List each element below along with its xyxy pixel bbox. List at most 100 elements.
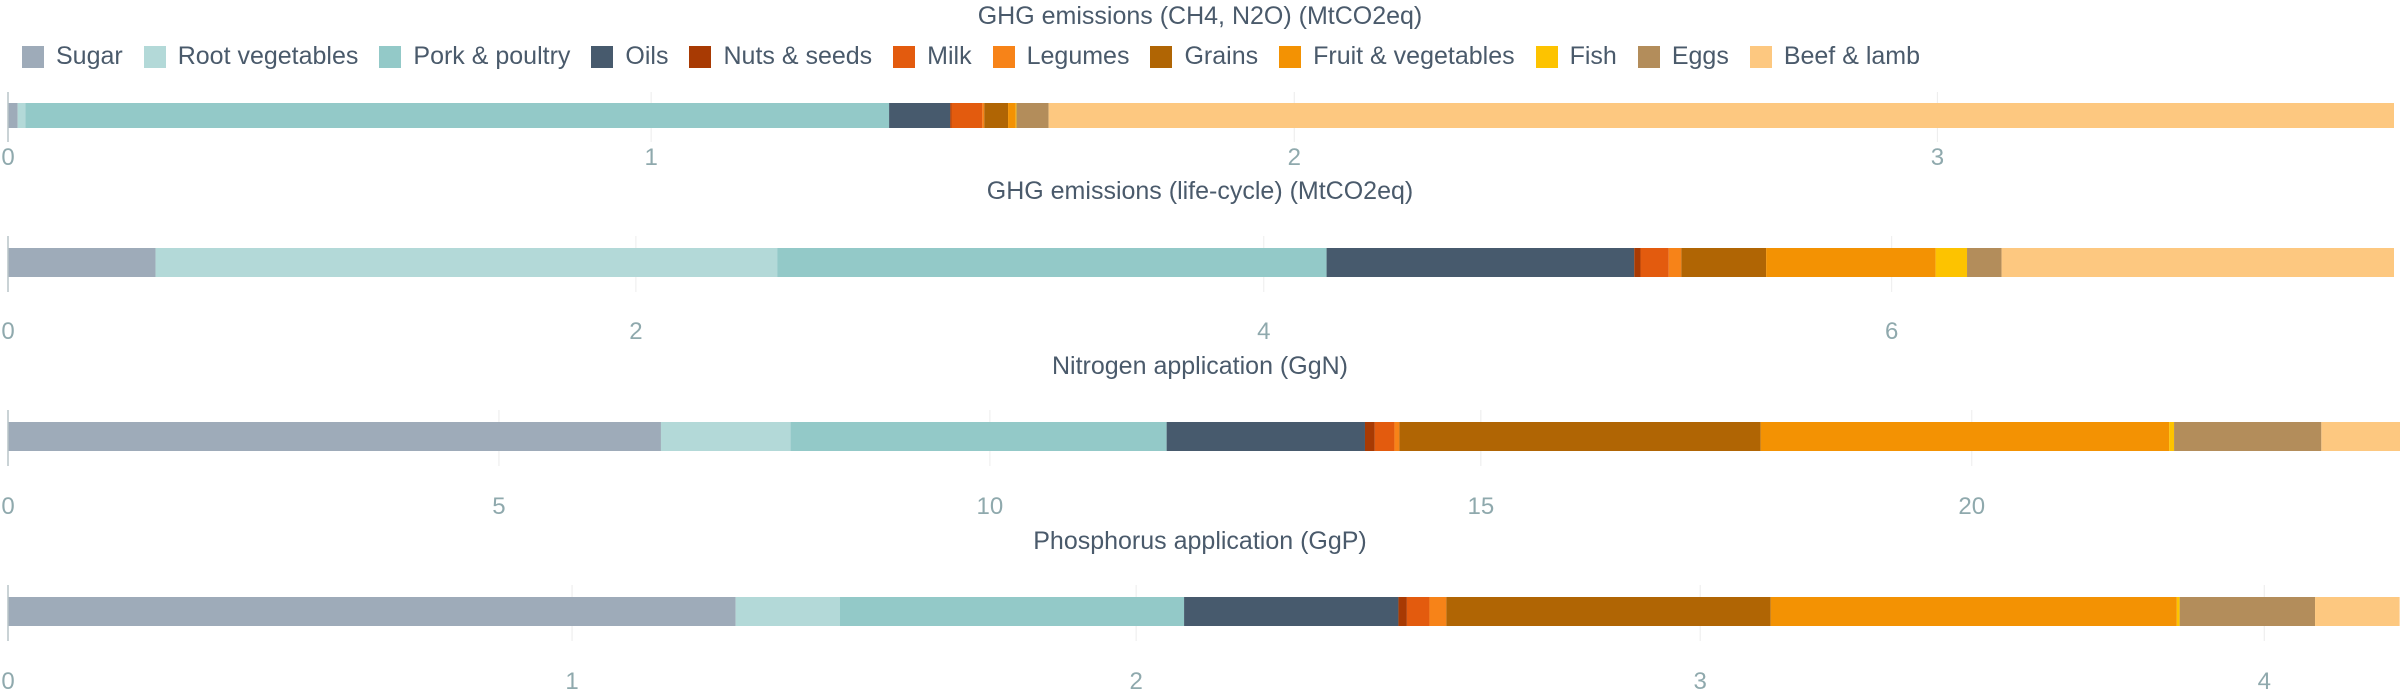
legend-label: Fish	[1569, 42, 1617, 70]
bar-segment-grains[interactable]	[984, 103, 1009, 128]
bar-segment-legumes[interactable]	[1429, 597, 1447, 626]
bar-segment-sugar[interactable]	[8, 422, 661, 451]
bar-segment-pork-and-poultry[interactable]	[777, 248, 1327, 277]
bar-segment-grains[interactable]	[1681, 248, 1767, 277]
tick-label: 10	[977, 493, 1004, 520]
bar-segment-milk[interactable]	[1374, 422, 1395, 451]
bar-segment-oils[interactable]	[1184, 597, 1399, 626]
legend-item-milk[interactable]: Milk	[893, 42, 972, 71]
legend-swatch-legumes	[992, 45, 1015, 68]
panel-title: GHG emissions (life-cycle) (MtCO2eq)	[987, 177, 1413, 205]
bar-segment-nuts-and-seeds[interactable]	[1634, 248, 1641, 277]
legend-item-root-vegetables[interactable]: Root vegetables	[143, 42, 359, 71]
bar-segment-fruit-and-vegetables[interactable]	[1766, 248, 1936, 277]
tick-label: 3	[1931, 144, 1944, 171]
bar-segment-grains[interactable]	[1446, 597, 1771, 626]
bar-segment-milk[interactable]	[1640, 248, 1669, 277]
bar-segment-grains[interactable]	[1399, 422, 1761, 451]
bar-segment-sugar[interactable]	[8, 248, 156, 277]
tick-label: 2	[629, 318, 642, 345]
legend-item-grains[interactable]: Grains	[1150, 42, 1258, 71]
tick-label: 0	[1, 144, 14, 171]
bar-segment-oils[interactable]	[1166, 422, 1365, 451]
bar-segment-eggs[interactable]	[1016, 103, 1049, 128]
chart-panel-1: GHG emissions (CH4, N2O) (MtCO2eq) 0 1 2 3	[1, 2, 2394, 171]
bar-segment-sugar[interactable]	[8, 103, 18, 128]
bar-segment-sugar[interactable]	[8, 597, 736, 626]
legend-label: Milk	[927, 42, 972, 70]
bar-segment-eggs[interactable]	[2179, 597, 2316, 626]
legend-item-fruit-and-vegetables[interactable]: Fruit & vegetables	[1279, 42, 1515, 71]
bar-segment-fish[interactable]	[1015, 103, 1017, 128]
legend-swatch-grains	[1150, 45, 1173, 68]
legend-label: Root vegetables	[177, 42, 359, 70]
bar-segment-root-vegetables[interactable]	[155, 248, 778, 277]
legend-label: Oils	[625, 42, 669, 70]
tick-label: 5	[492, 493, 505, 520]
legend-item-eggs[interactable]: Eggs	[1637, 42, 1729, 71]
bar-segment-legumes[interactable]	[982, 103, 985, 128]
tick-label: 6	[1885, 318, 1898, 345]
bar-segment-nuts-and-seeds[interactable]	[950, 103, 952, 128]
legend-item-fish[interactable]: Fish	[1535, 42, 1617, 71]
tick-label: 1	[565, 668, 578, 695]
bar-segment-fish[interactable]	[2176, 597, 2180, 626]
legend-swatch-pork-and-poultry	[379, 45, 402, 68]
bar-segment-legumes[interactable]	[1394, 422, 1400, 451]
tick-label: 0	[1, 493, 14, 520]
bar-segment-root-vegetables[interactable]	[660, 422, 791, 451]
tick-label: 20	[1958, 493, 1985, 520]
bar-segment-fish[interactable]	[2169, 422, 2175, 451]
bar-segment-oils[interactable]	[1326, 248, 1635, 277]
bar-segment-beef-and-lamb[interactable]	[2315, 597, 2400, 626]
legend-label: Legumes	[1026, 42, 1130, 70]
legend-label: Pork & poultry	[413, 42, 571, 70]
bar-segment-pork-and-poultry[interactable]	[25, 103, 890, 128]
bar-segment-root-vegetables[interactable]	[735, 597, 840, 626]
tick-label: 15	[1467, 493, 1494, 520]
legend: Sugar Root vegetables Pork & poultry Oils Nu…	[22, 42, 1941, 71]
bar-segment-fruit-and-vegetables[interactable]	[1770, 597, 2177, 626]
tick-label: 3	[1694, 668, 1707, 695]
bar-segment-eggs[interactable]	[2174, 422, 2322, 451]
legend-item-pork-and-poultry[interactable]: Pork & poultry	[379, 42, 570, 71]
bar-segment-beef-and-lamb[interactable]	[2321, 422, 2400, 451]
panel-title: Nitrogen application (GgN)	[1052, 352, 1348, 380]
chart-panel-3: Nitrogen application (GgN) 0 5 10 15 20	[1, 352, 2400, 520]
bar-segment-milk[interactable]	[1406, 597, 1430, 626]
bar-segment-oils[interactable]	[889, 103, 951, 128]
legend-swatch-fruit-and-vegetables	[1279, 45, 1302, 68]
bar-segment-legumes[interactable]	[1668, 248, 1682, 277]
bar-segment-pork-and-poultry[interactable]	[839, 597, 1185, 626]
bar-segment-beef-and-lamb[interactable]	[1048, 103, 2394, 128]
tick-label: 0	[1, 318, 14, 345]
tick-label: 2	[1129, 668, 1142, 695]
legend-item-sugar[interactable]: Sugar	[22, 42, 123, 71]
legend-swatch-nuts-and-seeds	[689, 45, 712, 68]
bar-segment-eggs[interactable]	[1967, 248, 2002, 277]
bar-segment-pork-and-poultry[interactable]	[790, 422, 1167, 451]
bar-segment-fruit-and-vegetables[interactable]	[1760, 422, 2170, 451]
tick-label: 0	[1, 668, 14, 695]
tick-label: 4	[1257, 318, 1270, 345]
bar-segment-milk[interactable]	[951, 103, 983, 128]
bar-segment-beef-and-lamb[interactable]	[2001, 248, 2394, 277]
legend-item-beef-and-lamb[interactable]: Beef & lamb	[1749, 42, 1920, 71]
legend-item-legumes[interactable]: Legumes	[992, 42, 1130, 71]
legend-swatch-milk	[893, 45, 916, 68]
bar-segment-root-vegetables[interactable]	[17, 103, 26, 128]
bar-segment-fruit-and-vegetables[interactable]	[1008, 103, 1016, 128]
bar-segment-fish[interactable]	[1935, 248, 1968, 277]
bar-segment-nuts-and-seeds[interactable]	[1364, 422, 1375, 451]
legend-item-oils[interactable]: Oils	[591, 42, 668, 71]
legend-item-nuts-and-seeds[interactable]: Nuts & seeds	[689, 42, 872, 71]
legend-label: Nuts & seeds	[723, 42, 873, 70]
bar-segment-nuts-and-seeds[interactable]	[1398, 597, 1407, 626]
panel-title: Phosphorus application (GgP)	[1033, 527, 1367, 555]
tick-label: 4	[2258, 668, 2271, 695]
legend-swatch-oils	[591, 45, 614, 68]
legend-swatch-fish	[1535, 45, 1558, 68]
panel-title: GHG emissions (CH4, N2O) (MtCO2eq)	[978, 2, 1423, 30]
legend-swatch-beef-and-lamb	[1749, 45, 1772, 68]
